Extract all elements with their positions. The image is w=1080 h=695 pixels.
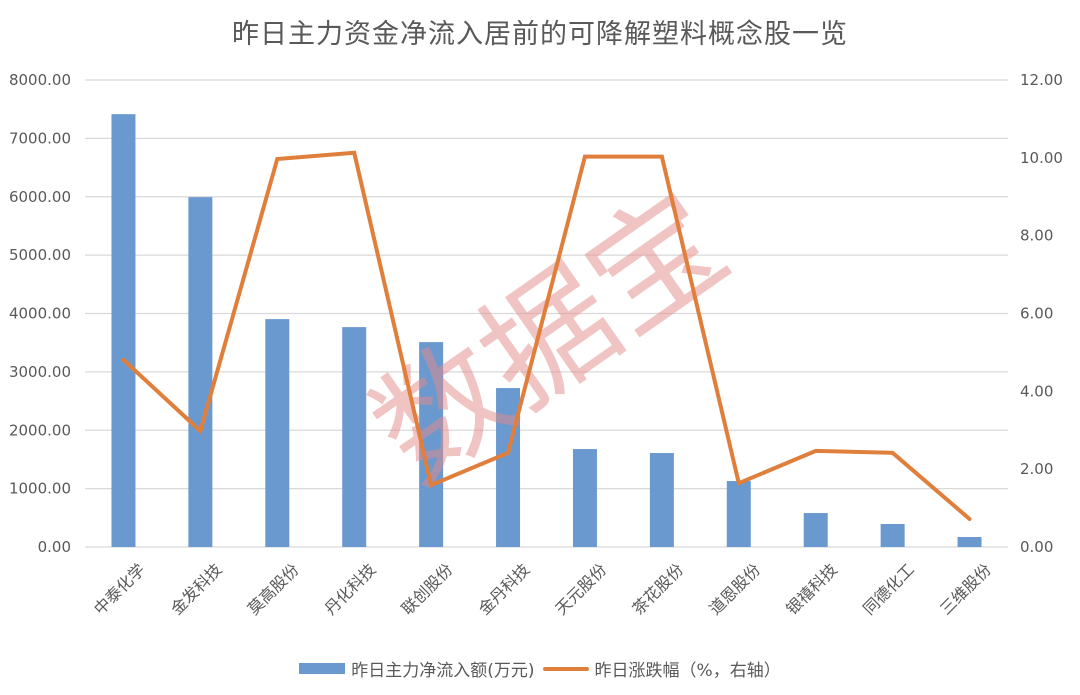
chart-title: 昨日主力资金净流入居前的可降解塑料概念股一览 [232, 19, 848, 50]
bar [111, 114, 136, 547]
right-tick-label: 2.00 [1020, 460, 1053, 478]
bar [188, 197, 213, 547]
left-tick-label: 5000.00 [9, 246, 71, 264]
left-tick-label: 6000.00 [9, 188, 71, 206]
right-tick-label: 8.00 [1020, 227, 1053, 245]
gridlines [85, 79, 1008, 548]
left-tick-label: 8000.00 [9, 71, 71, 89]
line-series [121, 150, 972, 521]
left-tick-label: 4000.00 [9, 305, 71, 323]
category-label: 联创股份 [398, 560, 457, 619]
category-label: 莫高股份 [244, 560, 303, 619]
left-tick-label: 0.00 [38, 538, 71, 556]
left-tick-label: 7000.00 [9, 129, 71, 147]
category-label: 丹化科技 [321, 560, 380, 619]
legend-line-swatch [542, 666, 589, 671]
category-label: 中泰化学 [90, 560, 149, 619]
left-tick-label: 1000.00 [9, 480, 71, 498]
category-label: 金发科技 [167, 560, 226, 619]
legend: 昨日主力净流入额(万元) 昨日涨跌幅（%，右轴） [0, 656, 1080, 681]
bar [649, 453, 674, 547]
category-label: 三维股份 [936, 560, 995, 619]
right-tick-label: 10.00 [1020, 149, 1063, 167]
bar [957, 537, 982, 547]
right-tick-label: 12.00 [1020, 71, 1063, 89]
category-label: 同德化工 [859, 560, 918, 619]
legend-item-line: 昨日涨跌幅（%，右轴） [542, 656, 781, 681]
legend-line-label: 昨日涨跌幅（%，右轴） [594, 661, 781, 681]
legend-item-bar: 昨日主力净流入额(万元) [299, 656, 535, 681]
bar [880, 524, 905, 547]
watermark: 数据宝 [346, 163, 753, 511]
left-axis: 0.00 1000.00 2000.00 3000.00 4000.00 5000.00 6… [9, 71, 71, 556]
left-tick-label: 2000.00 [9, 421, 71, 439]
category-label: 天元股份 [552, 560, 611, 619]
bar [342, 327, 367, 547]
legend-bar-label: 昨日主力净流入额(万元) [351, 661, 535, 681]
right-tick-label: 4.00 [1020, 382, 1053, 400]
category-label: 茶花股份 [628, 560, 687, 619]
category-label: 银禧科技 [782, 560, 841, 619]
left-tick-label: 3000.00 [9, 363, 71, 381]
bar [803, 513, 828, 547]
x-axis-categories: 中泰化学 金发科技 莫高股份 丹化科技 联创股份 金丹科技 天元股份 茶花股份 道恩股份 银禧科技… [90, 560, 995, 619]
right-tick-label: 0.00 [1020, 538, 1053, 556]
legend-bar-swatch [299, 663, 346, 674]
right-tick-label: 6.00 [1020, 305, 1053, 323]
bar [726, 481, 751, 547]
category-label: 金丹科技 [475, 560, 534, 619]
line-path [121, 150, 972, 521]
right-axis: 0.00 2.00 4.00 6.00 8.00 10.00 12.00 [1020, 71, 1063, 556]
bar [265, 319, 290, 547]
bar [572, 449, 597, 547]
category-label: 道恩股份 [705, 560, 764, 619]
